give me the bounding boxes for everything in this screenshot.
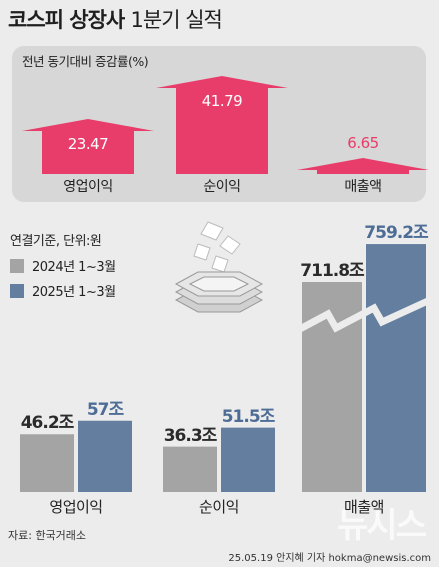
bar-0-1: [78, 420, 132, 492]
title-main: 코스피 상장사: [8, 8, 125, 32]
bar-category-label-1: 순이익: [199, 498, 239, 516]
growth-arrows: [22, 76, 429, 174]
legend-item-2024: 2024년 1~3월: [10, 256, 116, 275]
growth-arrow-0: [22, 118, 154, 174]
legend-item-2025: 2025년 1~3월: [10, 281, 116, 300]
bar-1-1: [221, 427, 275, 492]
growth-value-0: 23.47: [67, 134, 109, 153]
legend-label-2024: 2024년 1~3월: [32, 260, 116, 275]
bar-2-1: [366, 244, 426, 492]
watermark-logo: 뉴시스: [337, 506, 427, 546]
bar-value-1-0: 36.3조: [163, 425, 218, 446]
growth-label-2: 매출액: [344, 179, 382, 195]
growth-label-1: 순이익: [203, 179, 241, 195]
growth-panel-title: 전년 동기대비 증감률(%): [22, 54, 149, 69]
growth-arrow-2: [297, 158, 429, 174]
bar-0-0: [20, 434, 74, 492]
growth-value-1: 41.79: [201, 92, 243, 110]
legend-swatch-2024: [10, 258, 24, 273]
title-sub: 1분기 실적: [130, 8, 223, 32]
bar-value-2-1: 759.2조: [364, 223, 428, 244]
growth-value-2: 6.65: [347, 134, 379, 152]
bar-category-label-2: 매출액: [344, 498, 384, 516]
legend-basis: 연결기준, 단위:원: [10, 234, 102, 249]
bar-value-0-1: 57조: [86, 399, 124, 420]
bar-value-2-0: 711.8조: [300, 261, 364, 281]
legend-swatch-2025: [10, 283, 24, 298]
credit-line: 25.05.19 안지혜 기자 hokma@newsis.com: [228, 553, 431, 564]
growth-arrow-1: [156, 76, 288, 174]
page-title: 코스피 상장사 1분기 실적: [8, 4, 223, 34]
amount-bars: [20, 244, 432, 492]
bar-value-1-1: 51.5조: [221, 406, 276, 427]
bar-1-0: [163, 446, 217, 492]
growth-label-0: 영업이익: [63, 179, 113, 195]
legend-label-2025: 2025년 1~3월: [32, 285, 116, 300]
bar-value-0-0: 46.2조: [20, 413, 75, 434]
axis-break: [296, 296, 432, 334]
source-note: 자료: 한국거래소: [8, 529, 87, 542]
bar-category-label-0: 영업이익: [49, 498, 103, 516]
bar-2-0: [302, 282, 362, 492]
paper-stack-icon: [174, 221, 264, 313]
